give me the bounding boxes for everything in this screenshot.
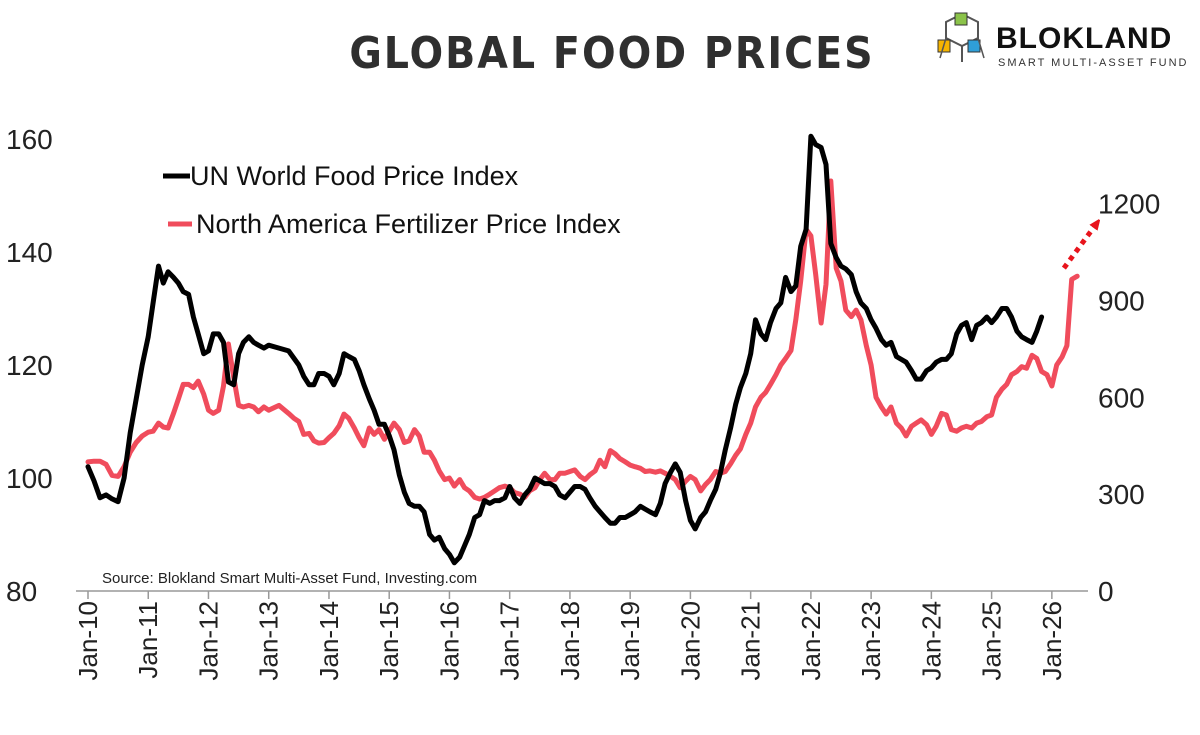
x-tick-label: Jan-20: [675, 601, 705, 681]
legend-label-fertilizer: North America Fertilizer Price Index: [196, 209, 621, 239]
brand-logo: BLOKLAND SMART MULTI-ASSET FUND: [937, 12, 1188, 69]
x-tick-label: Jan-21: [736, 601, 766, 681]
x-tick-label: Jan-12: [193, 601, 223, 681]
left-axis-ticks: 80 100 120 140 160: [6, 124, 53, 607]
chart-title: GLOBAL FOOD PRICES: [349, 28, 874, 79]
x-tick-label: Jan-25: [977, 601, 1007, 681]
x-tick-label: Jan-14: [314, 601, 344, 681]
left-tick-label: 100: [6, 463, 53, 494]
series-line-fertilizer: [85, 178, 1080, 502]
x-tick-label: Jan-26: [1037, 601, 1067, 681]
source-note: Source: Blokland Smart Multi-Asset Fund,…: [102, 570, 477, 587]
brand-name: BLOKLAND: [996, 22, 1172, 55]
left-tick-label: 80: [6, 576, 37, 607]
x-tick-label: Jan-11: [133, 601, 163, 679]
right-tick-label: 1200: [1098, 189, 1160, 220]
x-tick-label: Jan-17: [495, 601, 525, 681]
x-tick-label: Jan-22: [796, 601, 826, 681]
cube-logo-icon: [937, 12, 985, 62]
right-tick-label: 900: [1098, 285, 1145, 316]
x-tick-label: Jan-16: [434, 601, 464, 681]
left-tick-label: 140: [6, 237, 53, 268]
x-tick-label: Jan-18: [555, 601, 585, 681]
x-tick-label: Jan-10: [73, 601, 103, 681]
x-tick-label: Jan-15: [374, 601, 404, 681]
right-tick-label: 300: [1098, 479, 1145, 510]
right-tick-label: 0: [1098, 576, 1114, 607]
legend-label-food: UN World Food Price Index: [190, 161, 519, 191]
right-axis-ticks: 0 300 600 900 1200: [1098, 189, 1160, 607]
left-tick-label: 160: [6, 124, 53, 155]
x-tick-label: Jan-24: [916, 601, 946, 681]
trend-arrow-icon: [1061, 223, 1097, 270]
brand-subtitle: SMART MULTI-ASSET FUND: [998, 57, 1188, 69]
x-axis-ticks: Jan-10 Jan-11 Jan-12 Jan-13 Jan-14 Jan-15 Jan-…: [73, 591, 1067, 681]
series-line-food: [85, 133, 1045, 566]
x-tick-label: Jan-13: [254, 601, 284, 681]
x-tick-label: Jan-19: [615, 601, 645, 681]
legend: UN World Food Price Index North America …: [163, 161, 621, 239]
x-tick-label: Jan-23: [856, 601, 886, 681]
right-tick-label: 600: [1098, 382, 1145, 413]
left-tick-label: 120: [6, 350, 53, 381]
